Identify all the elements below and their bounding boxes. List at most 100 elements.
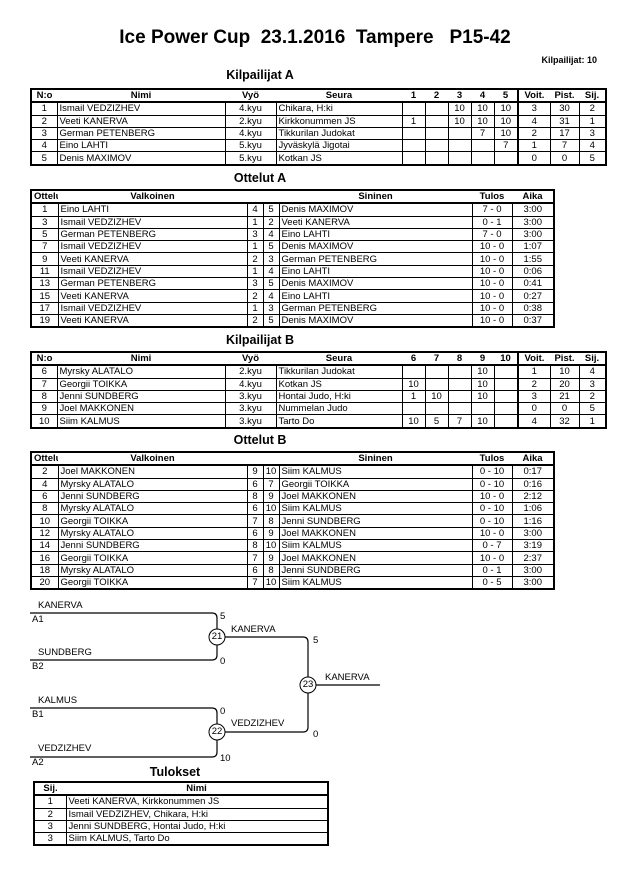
- table-row: 1 Ismail VEDZIZHEV 4.kyu Chikara, H:ki 10 10 1…: [30, 101, 607, 116]
- column-header: Nimi: [57, 351, 225, 367]
- section-title-kilpailijat-a: Kilpailijat A: [226, 68, 294, 82]
- bracket-sf1-top-seed: A1: [32, 614, 44, 625]
- table-row: 9 Joel MAKKONEN 3.kyu Nummelan Judo 0 0 5: [30, 402, 607, 416]
- table-cell: 1:07: [511, 240, 555, 254]
- bracket-final-top-score: 5: [313, 635, 319, 646]
- table-row: 3 German PETENBERG 4.kyu Tikkurilan Judokat…: [30, 126, 607, 141]
- table-cell: Ismail VEDZIZHEV: [57, 240, 248, 254]
- table-row: 8 Jenni SUNDBERG 3.kyu Hontai Judo, H:ki 1 10…: [30, 389, 607, 404]
- name-cell: Ismail VEDZIZHEV, Chikara, H:ki: [65, 807, 329, 821]
- bracket-sf2-winner: VEDZIZHEV: [231, 718, 285, 729]
- table-cell: 10 - 0: [471, 313, 513, 328]
- column-header: 10: [494, 351, 518, 367]
- bracket-sf2-top-score: 0: [220, 706, 226, 717]
- table-cell: 7: [246, 551, 264, 565]
- match-23-circle: [299, 676, 317, 694]
- rank-cell: 3: [33, 819, 67, 834]
- rank-cell: 1: [33, 794, 67, 809]
- match-22-circle: [208, 723, 226, 741]
- bracket-sf1-top-name: KANERVA: [38, 600, 83, 611]
- table-row: 5 German PETENBERG 3 4 Eino LAHTI 7 - 0 3:00: [30, 227, 555, 242]
- column-header: Valkoinen: [58, 189, 247, 205]
- header-row: Sij. Nimi: [34, 781, 328, 797]
- table-cell: Tikkurilan Judokat: [275, 126, 403, 141]
- match-23-number: 23: [302, 679, 314, 690]
- bracket-final-winner: KANERVA: [325, 672, 370, 683]
- table-cell: 7: [549, 139, 580, 153]
- column-header: 7: [425, 351, 448, 367]
- table-cell: 5: [262, 313, 280, 328]
- column-header: N:o: [31, 351, 57, 367]
- column-header: Valkoinen: [58, 451, 247, 467]
- table-cell: 0: [517, 402, 551, 416]
- table-row: 1 Veeti KANERVA, Kirkkonummen JS: [33, 794, 329, 809]
- table-cell: Siim KALMUS: [278, 502, 473, 516]
- header-row: N:o Nimi Vyö Seura 6 7 8 9 10 Voit. Pist. Sij.: [31, 351, 606, 367]
- table-row: 8 Myrsky ALATALO 6 10 Siim KALMUS 0 - 10 1:06: [30, 502, 555, 516]
- column-header: N:o: [31, 88, 57, 104]
- table-cell: 0: [549, 402, 580, 416]
- table-row: 19 Veeti KANERVA 2 5 Denis MAXIMOV 10 - 0 0:37: [30, 313, 555, 328]
- bracket-sf1-top-score: 5: [220, 611, 226, 622]
- match-21-circle: [208, 628, 226, 646]
- table-cell: 4: [578, 139, 607, 153]
- table-row: 7 Georgii TOIKKA 4.kyu Kotkan JS 10 10 2 20 3: [30, 377, 607, 391]
- column-header: 6: [402, 351, 425, 367]
- column-header: Voit.: [517, 88, 550, 104]
- column-header: Ottelu: [31, 189, 58, 205]
- results-table: Sij. Nimi 1 Veeti KANERVA, Kirkkonummen JS 2…: [33, 781, 329, 847]
- header-spacer: [247, 451, 279, 467]
- table-cell: 3:19: [511, 539, 555, 553]
- column-header: 9: [471, 351, 494, 367]
- table-cell: 0 - 1: [471, 563, 513, 577]
- table-row: 6 Myrsky ALATALO 2.kyu Tikkurilan Judokat 10…: [30, 364, 607, 379]
- bracket-sf1-bottom-score: 0: [220, 656, 226, 667]
- table-cell: German PETENBERG: [56, 126, 226, 141]
- table-cell: 7: [30, 240, 59, 254]
- table-cell: 7: [447, 414, 472, 429]
- table-cell: Tarto Do: [275, 414, 403, 429]
- table-cell: 10: [493, 126, 519, 141]
- table-cell: 3: [578, 126, 607, 141]
- table-row: 4 Eino LAHTI 5.kyu Jyväskylä Jigotai 7 1 7 4: [30, 139, 607, 153]
- table-cell: 7: [246, 575, 264, 590]
- page-title: Ice Power Cup 23.1.2016 Tampere P15-42: [119, 27, 511, 48]
- table-cell: Veeti KANERVA: [278, 215, 473, 229]
- table-row: 16 Georgii TOIKKA 7 9 Joel MAKKONEN 10 - 0 2:3…: [30, 551, 555, 565]
- table-cell: Joel MAKKONEN: [278, 526, 473, 541]
- table-cell: Georgii TOIKKA: [57, 575, 248, 590]
- table-cell: 5: [30, 227, 59, 242]
- match-22-number: 22: [211, 726, 223, 737]
- bracket-sf2-bottom-seed: A2: [32, 757, 44, 768]
- column-header: Aika: [512, 451, 554, 467]
- column-header: Nimi: [66, 781, 328, 797]
- table-row: 2 Ismail VEDZIZHEV, Chikara, H:ki: [33, 807, 329, 821]
- table-row: 7 Ismail VEDZIZHEV 1 5 Denis MAXIMOV 10 - 0 1:…: [30, 240, 555, 254]
- table-cell: 32: [549, 414, 580, 429]
- bracket-sf2-top-name: KALMUS: [38, 695, 78, 706]
- table-cell: Joel MAKKONEN: [56, 402, 226, 416]
- bracket-sf1-winner: KANERVA: [231, 624, 276, 635]
- competitors-a-table: N:o Nimi Vyö Seura 1 2 3 4 5 Voit. Pist. Sij. 1 Ismai…: [30, 88, 607, 166]
- table-row: 3 Siim KALMUS, Tarto Do: [33, 832, 329, 846]
- table-cell: 9: [30, 402, 58, 416]
- table-cell: Jenni SUNDBERG: [57, 539, 248, 553]
- table-cell: 7: [470, 126, 495, 141]
- column-header: Voit.: [517, 351, 550, 367]
- table-cell: 1:06: [511, 502, 555, 516]
- table-row: 17 Ismail VEDZIZHEV 1 3 German PETENBERG 10 -…: [30, 301, 555, 315]
- table-cell: 2:37: [511, 551, 555, 565]
- column-header: Pist.: [550, 351, 579, 367]
- table-cell: 0 - 10: [471, 514, 513, 528]
- table-row: 11 Ismail VEDZIZHEV 1 4 Eino LAHTI 10 - 0 0:06: [30, 264, 555, 279]
- table-row: 2 Joel MAKKONEN 9 10 Siim KALMUS 0 - 10 0:17: [30, 464, 555, 479]
- table-cell: 5: [30, 151, 58, 166]
- bracket-sf1-bottom-name: SUNDBERG: [38, 647, 92, 658]
- bracket-sf2-top-seed: B1: [32, 709, 44, 720]
- name-cell: Veeti KANERVA, Kirkkonummen JS: [65, 794, 329, 809]
- table-cell: 3:00: [511, 563, 555, 577]
- table-cell: Kotkan JS: [275, 151, 403, 166]
- section-title-kilpailijat-b: Kilpailijat B: [225, 333, 295, 347]
